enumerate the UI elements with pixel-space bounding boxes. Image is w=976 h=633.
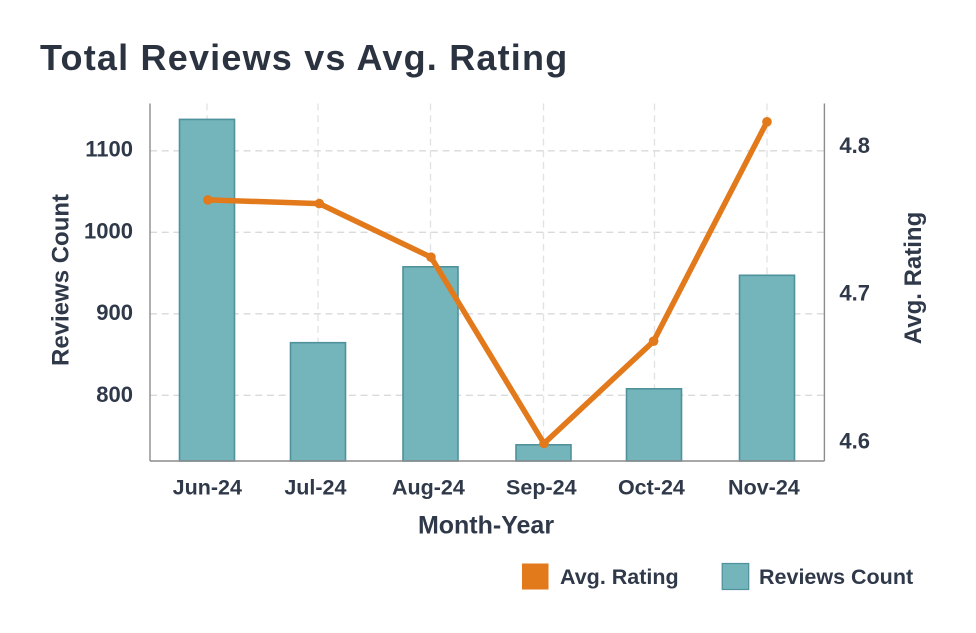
- svg-text:Sep-24: Sep-24: [506, 476, 577, 500]
- svg-text:900: 900: [96, 300, 133, 325]
- svg-text:Total Reviews vs Avg. Rating: Total Reviews vs Avg. Rating: [40, 37, 568, 78]
- svg-text:1000: 1000: [84, 219, 133, 244]
- svg-text:Avg. Rating: Avg. Rating: [900, 212, 927, 344]
- svg-text:4.7: 4.7: [839, 280, 870, 305]
- svg-text:1100: 1100: [85, 137, 133, 162]
- svg-text:Jul-24: Jul-24: [284, 476, 346, 500]
- svg-text:4.6: 4.6: [839, 428, 870, 453]
- svg-text:Reviews Count: Reviews Count: [759, 565, 913, 589]
- svg-text:Avg. Rating: Avg. Rating: [560, 565, 679, 589]
- svg-text:Nov-24: Nov-24: [728, 476, 800, 500]
- svg-text:Jun-24: Jun-24: [173, 476, 242, 500]
- svg-text:Oct-24: Oct-24: [618, 476, 685, 500]
- svg-text:Month-Year: Month-Year: [418, 512, 554, 540]
- svg-text:4.8: 4.8: [839, 133, 870, 158]
- svg-text:Reviews Count: Reviews Count: [48, 194, 75, 366]
- svg-text:800: 800: [96, 382, 133, 407]
- svg-text:Aug-24: Aug-24: [392, 476, 465, 500]
